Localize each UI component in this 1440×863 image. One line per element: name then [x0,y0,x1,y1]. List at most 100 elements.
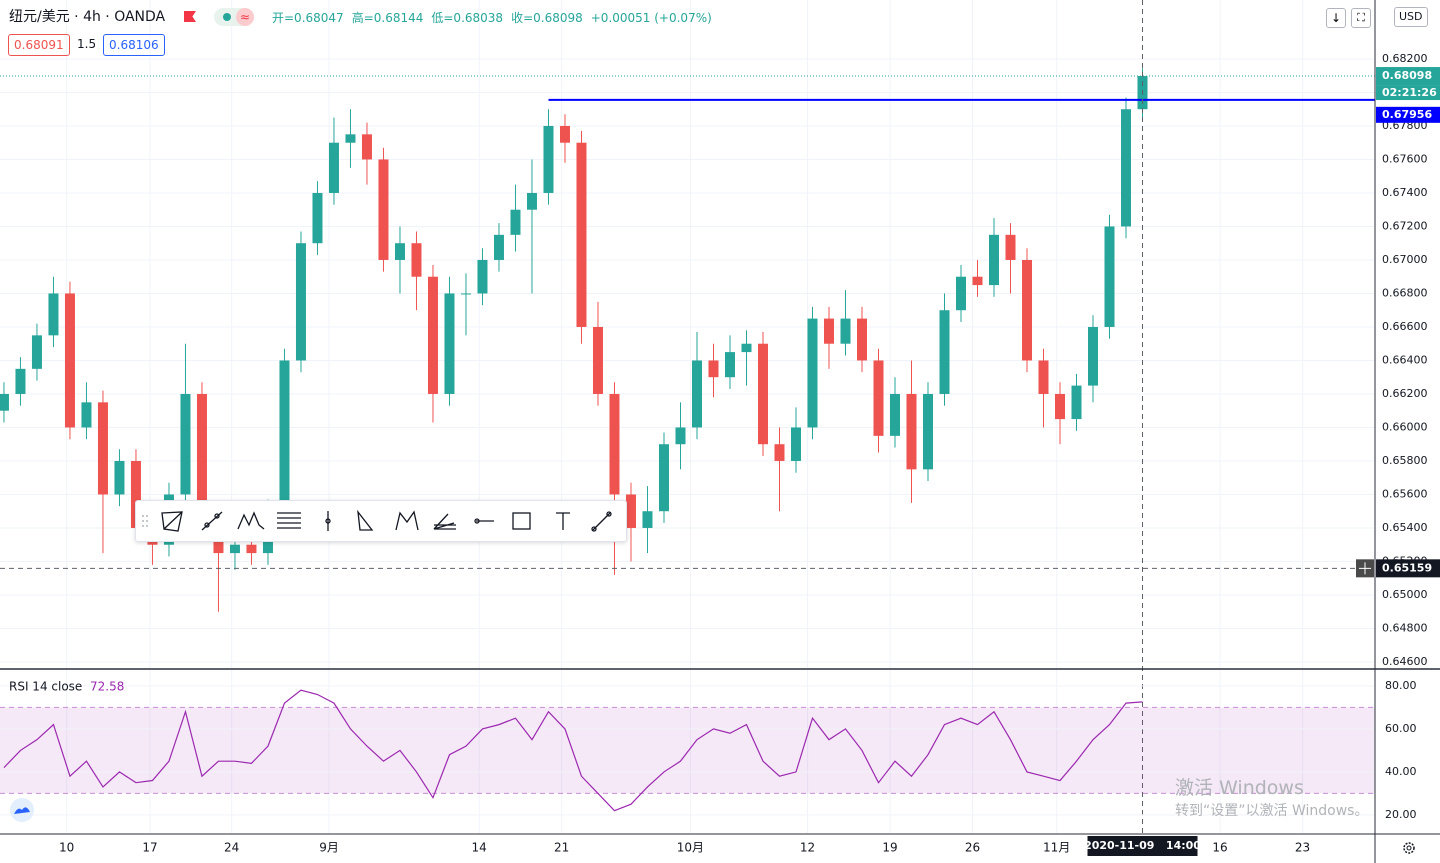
candle-body [724,352,735,378]
tool-trendline[interactable] [201,511,223,531]
tool-fib[interactable] [277,512,301,529]
rsi-line [3,689,1143,812]
crosshair-price-label: 0.65159 [1382,561,1432,574]
candle-body [675,427,686,445]
candle-body [559,125,570,143]
last-price-box [1376,67,1440,86]
tool-line[interactable] [591,511,612,532]
settings[interactable] [1403,842,1415,854]
candle-body [196,393,207,528]
candle-body [130,460,141,528]
candle-body [1005,234,1016,260]
tool-polygon[interactable] [161,511,183,532]
status-pill[interactable]: ≈ [214,8,254,26]
candle-body [609,393,620,495]
y-tick-label: 0.65000 [1382,588,1428,601]
tool-ray[interactable] [474,518,494,524]
tool-triangle[interactable] [357,509,374,531]
ohlc-item: 高=0.68144 [351,11,424,25]
candle-body [477,259,488,294]
candle-body [1022,259,1033,361]
candle-body [1121,109,1132,227]
rsi-tick-label: 60.00 [1385,722,1417,735]
candle-body [229,544,240,554]
candle-body [378,159,389,260]
settings-icon [1403,842,1415,854]
watermark-title: 激活 Windows [1175,777,1304,799]
bid-price[interactable]: 0.68091 [8,34,70,56]
candle-body [444,293,455,394]
candle-body [295,243,306,361]
candle-body [840,318,851,344]
currency[interactable]: USD [1394,7,1428,27]
x-tick-label: 19 [882,841,897,855]
tool-pattern[interactable] [237,511,265,530]
scroll-button[interactable]: ↓ [1326,8,1346,28]
ray-price-box [1376,106,1440,123]
candle-body [774,444,785,461]
ask-price[interactable]: 0.68106 [103,34,165,56]
rsi-band [0,707,1375,794]
candle-body [592,326,603,394]
y-tick-label: 0.66400 [1382,353,1428,366]
candle-body [361,134,372,160]
y-tick-label: 0.64600 [1382,655,1428,668]
ray-price-label: 0.67956 [1382,108,1432,121]
y-tick-label: 0.67200 [1382,219,1428,232]
x-tick-label: 24 [224,841,239,855]
x-tick-label: 14 [472,841,487,855]
fullscreen-button[interactable]: ⛶ [1351,8,1371,28]
candle-body [741,343,752,353]
candle-body [15,368,26,394]
x-tick-label: 11月 [1043,841,1070,855]
candle-body [1055,393,1066,420]
tool-text[interactable] [556,512,570,530]
candle-body [658,444,669,512]
ohlc-item: 开=0.68047 [272,11,344,25]
flag-icon[interactable] [184,11,196,22]
y-tick-label: 0.68200 [1382,52,1428,65]
candle-body [625,494,636,528]
candle-body [939,310,950,394]
ohlc-item: 收=0.68098 [511,11,583,25]
candle-body [64,293,75,428]
tool-path[interactable] [395,510,419,531]
candle-body [246,544,257,554]
x-tick-label: 10 [59,841,74,855]
watermark-subtitle: 转到“设置”以激活 Windows。 [1175,803,1369,819]
logo[interactable] [10,798,34,822]
ohlc-item: +0.00051 (+0.07%) [590,11,712,25]
tool-rect[interactable] [512,512,531,530]
candle-body [526,192,537,210]
y-tick-label: 0.67400 [1382,186,1428,199]
candle-body [873,360,884,436]
rsi-tick-label: 20.00 [1385,808,1417,821]
candle-body [427,276,438,394]
x-tick-label: 9月 [319,841,339,855]
candle-body [906,393,917,470]
candle-body [807,318,818,428]
candle-body [543,125,554,193]
y-tick-label: 0.66200 [1382,387,1428,400]
tool-vline[interactable] [325,511,331,531]
x-tick-label: 23 [1295,841,1310,855]
crosshair-plus [1359,562,1371,575]
ohlc-legend: 开=0.68047 高=0.68144 低=0.68038 收=0.68098 +0.0… [272,9,720,27]
toolbar-icons [142,509,612,532]
y-tick-label: 0.65400 [1382,521,1428,534]
candle-body [411,243,422,277]
tool-fan[interactable] [433,513,456,530]
settings-hub [1406,845,1412,851]
y-tick-label: 0.66600 [1382,320,1428,333]
candle-body [955,276,966,311]
candle-body [790,427,801,461]
candle-body [576,142,587,327]
candle-body [1038,360,1049,394]
candle-body [312,192,323,244]
candle-body [0,393,9,411]
candle-body [48,293,59,336]
crosshair-date-label: 2020-11-09 14:00 [1084,839,1201,852]
crosshair-date-box [1087,836,1198,856]
x-tick-label: 21 [554,841,569,855]
